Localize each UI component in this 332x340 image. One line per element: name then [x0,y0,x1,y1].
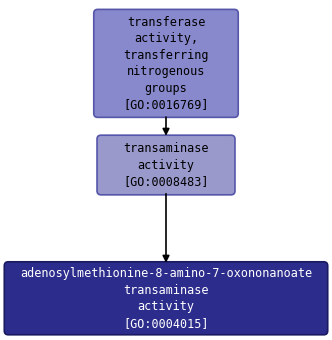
Text: transferase
activity,
transferring
nitrogenous
groups
[GO:0016769]: transferase activity, transferring nitro… [123,16,209,111]
FancyBboxPatch shape [4,262,328,335]
FancyBboxPatch shape [94,10,238,117]
Text: transaminase
activity
[GO:0008483]: transaminase activity [GO:0008483] [123,142,209,188]
FancyBboxPatch shape [97,135,235,195]
Text: adenosylmethionine-8-amino-7-oxononanoate
transaminase
activity
[GO:0004015]: adenosylmethionine-8-amino-7-oxononanoat… [20,267,312,329]
